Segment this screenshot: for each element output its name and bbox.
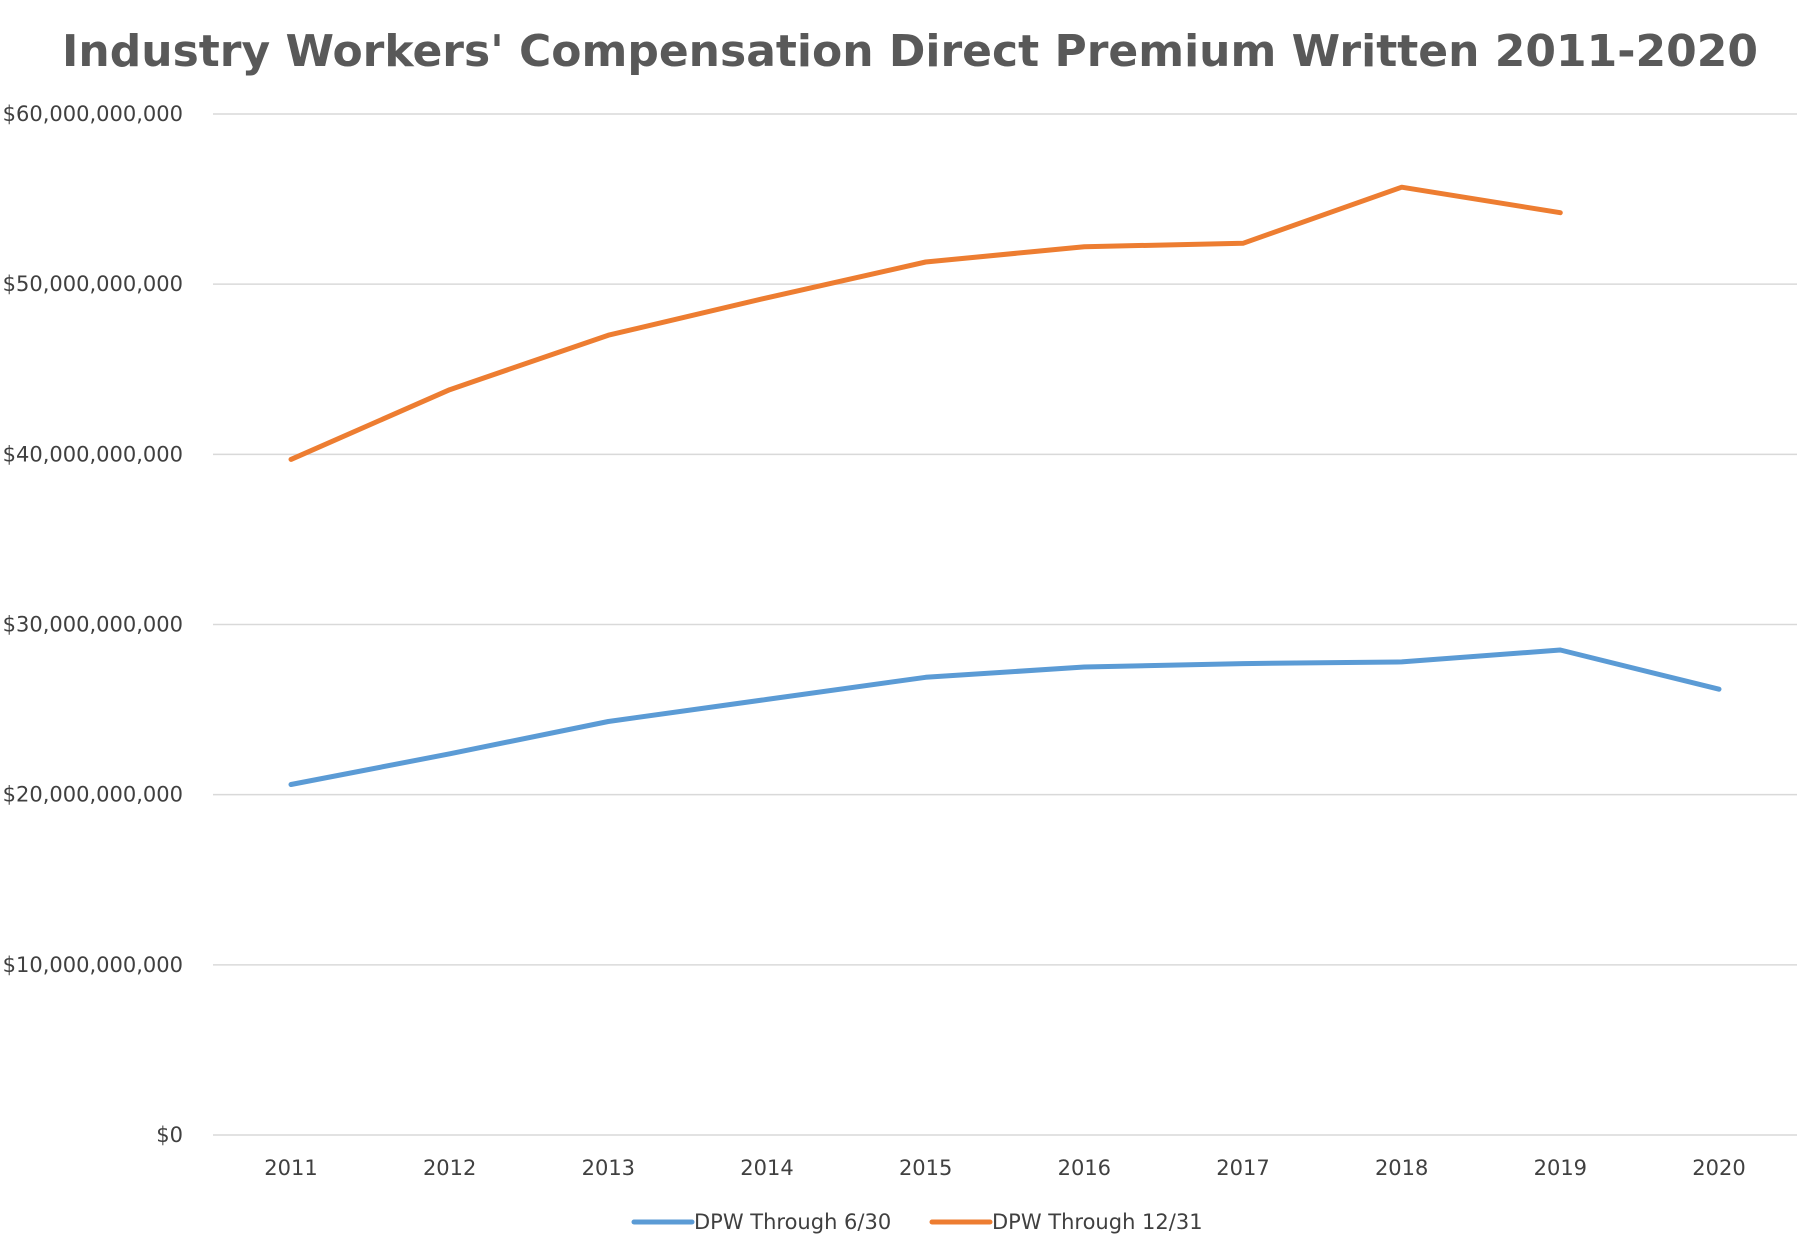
x-tick-label: 2011 <box>264 1156 317 1180</box>
y-axis-tick-labels: $0 $10,000,000,000 $20,000,000,000 $30,000,… <box>3 102 183 1147</box>
x-tick-label: 2012 <box>423 1156 476 1180</box>
x-tick-label: 2020 <box>1692 1156 1745 1180</box>
x-tick-label: 2017 <box>1216 1156 1269 1180</box>
x-tick-label: 2013 <box>582 1156 635 1180</box>
chart-title: Industry Workers' Compensation Direct Pr… <box>62 26 1758 77</box>
y-tick-label: $40,000,000,000 <box>3 442 183 466</box>
y-tick-label: $60,000,000,000 <box>3 102 183 126</box>
series-line-2 <box>288 184 1563 462</box>
gridlines <box>213 113 1797 1136</box>
x-tick-label: 2019 <box>1534 1156 1587 1180</box>
series-line-1 <box>288 647 1722 787</box>
x-tick-label: 2014 <box>740 1156 793 1180</box>
legend: DPW Through 6/30 DPW Through 12/31 <box>631 1210 1203 1234</box>
legend-label: DPW Through 12/31 <box>992 1210 1203 1234</box>
x-axis-tick-labels: 2011 2012 2013 2014 2015 2016 2017 2018 2019 2020 <box>264 1156 1745 1180</box>
series-lines <box>288 184 1722 787</box>
x-tick-label: 2015 <box>899 1156 952 1180</box>
y-tick-label: $30,000,000,000 <box>3 613 183 637</box>
y-tick-label: $50,000,000,000 <box>3 272 183 296</box>
legend-label: DPW Through 6/30 <box>694 1210 891 1234</box>
y-tick-label: $10,000,000,000 <box>3 953 183 977</box>
y-tick-label: $0 <box>156 1123 183 1147</box>
x-tick-label: 2018 <box>1375 1156 1428 1180</box>
y-tick-label: $20,000,000,000 <box>3 783 183 807</box>
x-tick-label: 2016 <box>1058 1156 1111 1180</box>
